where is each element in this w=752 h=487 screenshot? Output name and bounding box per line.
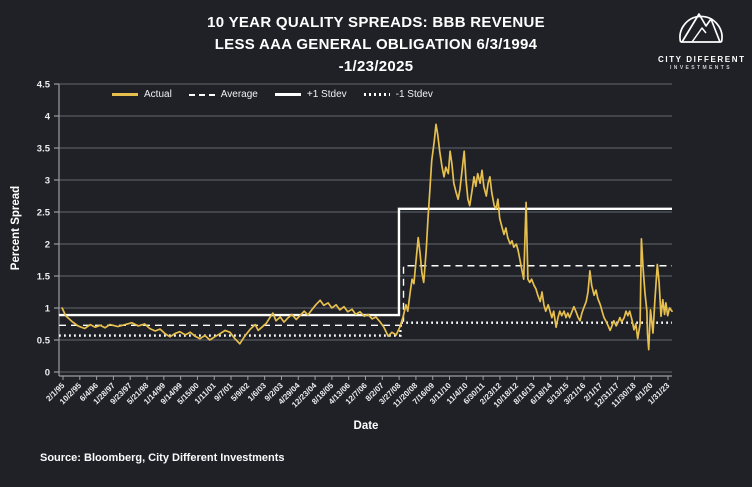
- minus1-stdev-line-swatch: [363, 93, 390, 96]
- legend-item-plus1-stdev: +1 Stdev: [274, 89, 347, 100]
- legend-item-average: Average: [188, 89, 258, 100]
- legend-item-minus1-stdev: -1 Stdev: [363, 89, 433, 100]
- y-tick-label: 4: [45, 112, 51, 123]
- page-title: 10 YEAR QUALITY SPREADS: BBB REVENUE LES…: [207, 14, 545, 75]
- y-axis-title: Percent Spread: [10, 185, 22, 271]
- chart-legend: Actual Average +1 Stdev -1 Stdev: [112, 89, 433, 100]
- y-tick-label: 1.5: [37, 272, 51, 283]
- legend-label: +1 Stdev: [306, 89, 347, 100]
- y-tick-label: 3.5: [37, 144, 51, 155]
- minus1-stdev-line: [59, 321, 672, 337]
- actual-line: [61, 123, 673, 351]
- brand-name: CITY DIFFERENT: [658, 55, 746, 64]
- y-tick-label: 2.5: [37, 208, 51, 219]
- y-tick-label: 1: [45, 304, 51, 315]
- y-tick-label: 4.5: [37, 80, 51, 91]
- y-tick-labels: 0 0.5 1 1.5 2 2.5 3 3.5 4 4.5: [37, 80, 59, 379]
- brand-logo: CITY DIFFERENT INVESTMENTS: [658, 6, 744, 71]
- actual-line-swatch: [112, 93, 138, 96]
- y-tick-label: 2: [45, 240, 50, 251]
- y-tick-label: 3: [45, 176, 50, 187]
- axes: [58, 84, 672, 377]
- plus1-stdev-line-swatch: [274, 93, 301, 96]
- gridlines: [59, 83, 672, 373]
- legend-label: -1 Stdev: [395, 89, 433, 100]
- mountain-icon: [679, 13, 723, 43]
- x-axis-title: Date: [353, 420, 379, 432]
- plus1-stdev-line: [59, 207, 672, 317]
- legend-label: Actual: [144, 89, 172, 100]
- average-line-swatch: [188, 93, 215, 96]
- source-note: Source: Bloomberg, City Different Invest…: [40, 452, 285, 464]
- y-tick-label: 0: [45, 368, 50, 379]
- legend-label: Average: [220, 89, 258, 100]
- brand-subtitle: INVESTMENTS: [670, 65, 732, 71]
- average-line: [59, 265, 672, 326]
- legend-item-actual: Actual: [112, 89, 172, 100]
- x-tick-labels: 2/1/9510/2/956/4/961/28/979/23/975/21/98…: [44, 376, 672, 409]
- y-tick-label: 0.5: [37, 336, 51, 347]
